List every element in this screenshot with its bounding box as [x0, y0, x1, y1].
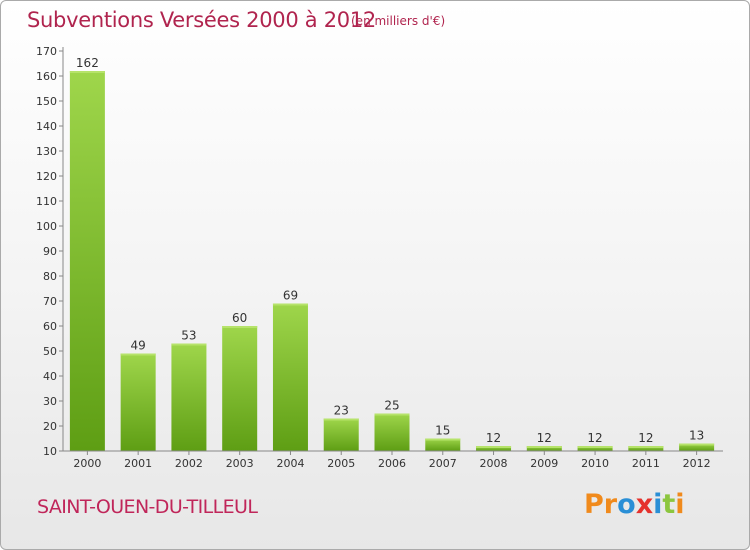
logo-letter: P	[584, 489, 604, 520]
x-axis: 2000 2001 2002 2003 2004 2005 2006 2007 2008 2009…	[63, 450, 723, 470]
bar-highlight	[526, 446, 562, 448]
bar-highlight	[476, 446, 512, 448]
bar	[425, 438, 461, 451]
proxiti-logo: Proxiti	[584, 489, 685, 520]
y-tick-label: 150	[36, 95, 57, 108]
bar-highlight	[69, 71, 105, 73]
y-tick-label: 40	[43, 370, 57, 383]
data-label: 49	[131, 339, 146, 353]
logo-letter: i	[675, 489, 685, 520]
y-tick-label: 20	[43, 420, 57, 433]
bar-highlight	[222, 326, 258, 328]
x-tick-label: 2000	[73, 457, 101, 470]
y-tick-label: 100	[36, 220, 57, 233]
x-tick-label: 2010	[581, 457, 609, 470]
y-tick-label: 80	[43, 270, 57, 283]
x-tick-label: 2005	[327, 457, 355, 470]
x-tick-label: 2011	[632, 457, 660, 470]
bar	[374, 413, 410, 451]
x-tick-label: 2012	[683, 457, 711, 470]
x-tick-label: 2009	[530, 457, 558, 470]
y-tick-label: 30	[43, 395, 57, 408]
y-tick-label: 120	[36, 170, 57, 183]
logo-letter: x	[635, 489, 654, 520]
x-tick-label: 2007	[429, 457, 457, 470]
y-tick-label: 60	[43, 320, 57, 333]
data-label: 69	[283, 289, 298, 303]
data-label: 13	[689, 429, 704, 443]
y-tick-label: 110	[36, 195, 57, 208]
bar-highlight	[323, 418, 359, 421]
y-tick-label: 50	[43, 345, 57, 358]
logo-letter: i	[653, 489, 663, 520]
y-axis: 10 20 30 40 50 60 70 80 90 100 110 120 130 140 150 160 1…	[36, 45, 64, 458]
bar	[577, 446, 613, 451]
bar	[171, 343, 207, 451]
x-tick-label: 2004	[276, 457, 304, 470]
data-label: 25	[384, 399, 399, 413]
chart-title: Subventions Versées 2000 à 2012	[27, 8, 376, 32]
data-label: 12	[638, 431, 653, 445]
bar-highlight	[272, 303, 308, 306]
commune-name: SAINT-OUEN-DU-TILLEUL	[37, 496, 258, 518]
data-label: 15	[435, 424, 450, 438]
y-tick-label: 130	[36, 145, 57, 158]
bar	[120, 353, 156, 451]
bar-highlight	[577, 446, 613, 448]
y-tick-label: 90	[43, 245, 57, 258]
bar	[526, 446, 562, 451]
data-label: 60	[232, 311, 247, 325]
data-label: 12	[486, 431, 501, 445]
y-tick-label: 70	[43, 295, 57, 308]
chart-subtitle: (en milliers d'€)	[351, 14, 446, 28]
logo-letter: o	[617, 489, 636, 520]
y-tick-label: 140	[36, 120, 57, 133]
bar	[69, 71, 105, 451]
x-tick-label: 2002	[175, 457, 203, 470]
logo-letter: r	[603, 489, 618, 520]
bars: 162 49 53 60 69 23 25 15 12 12 12 12 13	[69, 56, 715, 451]
bar-highlight	[171, 343, 207, 346]
y-tick-label: 160	[36, 70, 57, 83]
bar-highlight	[628, 446, 664, 448]
y-tick-label: 170	[36, 45, 57, 58]
y-tick-label: 10	[43, 445, 57, 458]
data-label: 12	[537, 431, 552, 445]
bar	[476, 446, 512, 451]
x-tick-label: 2003	[226, 457, 254, 470]
data-label: 23	[334, 404, 349, 418]
bar-highlight	[120, 353, 156, 356]
bar	[628, 446, 664, 451]
data-label: 162	[76, 56, 99, 70]
bar-highlight	[374, 413, 410, 416]
bar	[679, 443, 715, 451]
data-label: 53	[181, 329, 196, 343]
x-tick-label: 2008	[480, 457, 508, 470]
x-tick-label: 2001	[124, 457, 152, 470]
bar-highlight	[679, 443, 715, 446]
data-label: 12	[587, 431, 602, 445]
bar	[323, 418, 359, 451]
bar	[272, 303, 308, 451]
bar-highlight	[425, 438, 461, 441]
logo-letter: t	[662, 489, 676, 520]
bar	[222, 326, 258, 451]
x-tick-label: 2006	[378, 457, 406, 470]
